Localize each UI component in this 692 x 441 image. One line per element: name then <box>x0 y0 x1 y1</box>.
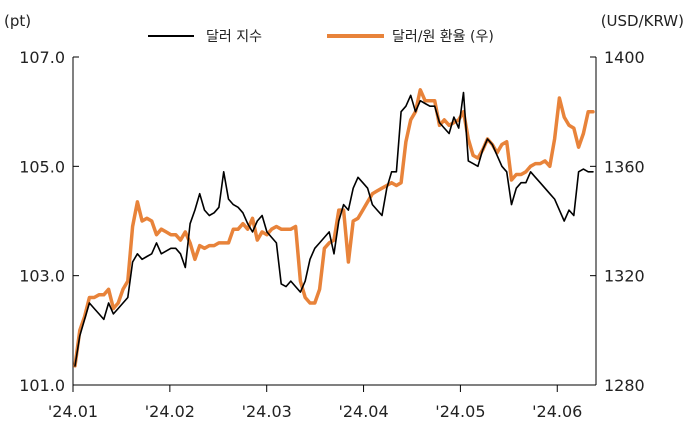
right-tick-label: 1360 <box>604 157 645 176</box>
x-tick-label: '24.06 <box>532 402 582 421</box>
ticks-layer: 101.0 103.0 105.0 107.0 1280 1320 1360 1400 '24.… <box>19 48 645 421</box>
x-tick-label: '24.04 <box>338 402 388 421</box>
right-axis-unit: (USD/KRW) <box>601 12 684 30</box>
legend-label-krw-rate: 달러/원 환율 (우) <box>392 29 494 45</box>
series-line-krw-rate <box>73 88 595 368</box>
left-tick-label: 105.0 <box>19 157 65 176</box>
left-axis-unit: (pt) <box>4 12 31 30</box>
x-tick-label: '24.03 <box>242 402 292 421</box>
right-tick-label: 1280 <box>604 376 645 395</box>
left-tick-label: 107.0 <box>19 48 65 67</box>
series-line-dollar-index <box>74 91 594 367</box>
x-tick-label: '24.05 <box>435 402 485 421</box>
series-layer <box>73 88 595 368</box>
x-tick-label: '24.02 <box>145 402 195 421</box>
x-tick-label: '24.01 <box>48 402 98 421</box>
left-tick-label: 103.0 <box>19 267 65 286</box>
left-tick-label: 101.0 <box>19 376 65 395</box>
right-tick-label: 1320 <box>604 267 645 286</box>
right-tick-label: 1400 <box>604 48 645 67</box>
legend-label-dollar-index: 달러 지수 <box>206 29 262 45</box>
legend: 달러 지수 달러/원 환율 (우) <box>148 29 494 45</box>
